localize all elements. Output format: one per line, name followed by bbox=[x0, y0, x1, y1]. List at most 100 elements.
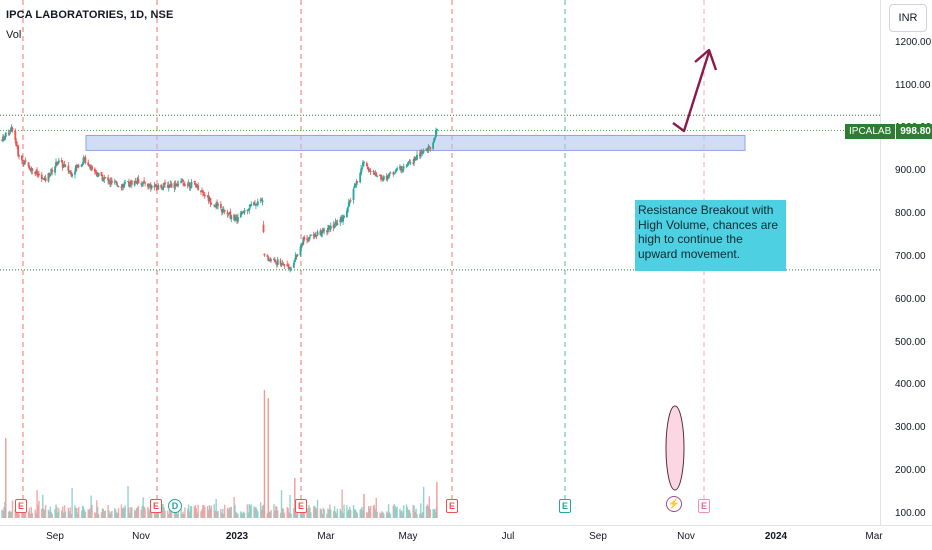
volume-bar bbox=[91, 504, 93, 518]
earnings-marker[interactable]: E bbox=[15, 499, 27, 513]
volume-bar bbox=[282, 508, 285, 518]
volume-bar bbox=[208, 505, 211, 518]
y-tick-label: 900.00 bbox=[895, 165, 926, 177]
price-axis-separator bbox=[880, 0, 881, 525]
volume-bar bbox=[353, 509, 356, 518]
x-tick-label: Nov bbox=[677, 531, 695, 542]
volume-bar bbox=[419, 513, 421, 518]
volume-bar bbox=[207, 509, 210, 518]
volume-bar bbox=[183, 513, 185, 518]
candle-body bbox=[80, 164, 83, 167]
volume-bar bbox=[247, 512, 250, 518]
volume-bar bbox=[295, 513, 298, 518]
candle-body bbox=[190, 182, 193, 188]
currency-button[interactable]: INR bbox=[889, 4, 927, 32]
volume-bar bbox=[279, 512, 282, 518]
annotation-callout[interactable]: Resistance Breakout with High Volume, ch… bbox=[635, 200, 786, 271]
candle-body bbox=[147, 183, 150, 187]
volume-bar bbox=[352, 505, 355, 518]
candle-body bbox=[239, 213, 242, 218]
candle-body bbox=[393, 173, 396, 175]
volume-bar bbox=[376, 511, 378, 518]
candle-body bbox=[108, 180, 110, 182]
volume-bar bbox=[8, 510, 11, 518]
candle-body bbox=[380, 175, 382, 180]
volume-bar bbox=[38, 501, 40, 518]
volume-bar bbox=[195, 508, 197, 518]
volume-bar bbox=[111, 511, 113, 518]
volume-bar bbox=[255, 506, 257, 518]
volume-bar bbox=[87, 509, 89, 518]
earnings-marker[interactable]: E bbox=[559, 499, 571, 513]
candle-body bbox=[183, 183, 185, 185]
volume-bar bbox=[2, 511, 4, 518]
volume-bar bbox=[403, 505, 405, 518]
candle-body bbox=[262, 224, 265, 232]
candle-body bbox=[149, 184, 152, 189]
earnings-marker[interactable]: E bbox=[150, 499, 162, 513]
volume-bar bbox=[42, 508, 45, 518]
candle-body bbox=[373, 173, 376, 175]
candle-body bbox=[110, 180, 112, 184]
candle-body bbox=[365, 163, 368, 167]
volume-bar bbox=[315, 508, 318, 518]
volume-bar bbox=[257, 511, 259, 518]
volume-bar bbox=[100, 512, 103, 518]
volume-bar bbox=[160, 511, 162, 518]
volume-bar bbox=[80, 510, 83, 518]
volume-bar bbox=[405, 504, 408, 518]
volume-bar bbox=[379, 512, 381, 518]
volume-bar bbox=[129, 512, 131, 518]
candle-body bbox=[341, 217, 344, 222]
candle-body bbox=[267, 256, 270, 261]
breakout-arrow bbox=[672, 51, 711, 133]
volume-spike bbox=[436, 482, 438, 518]
candle-body bbox=[343, 215, 345, 218]
candle-body bbox=[117, 186, 120, 188]
volume-bar bbox=[206, 506, 209, 518]
candle-body bbox=[150, 185, 153, 189]
candle-body bbox=[128, 181, 130, 187]
candle-body bbox=[335, 221, 338, 226]
candle-body bbox=[88, 165, 91, 167]
flash-icon[interactable]: ⚡ bbox=[666, 496, 682, 512]
earnings-marker[interactable]: E bbox=[698, 499, 710, 513]
candle-body bbox=[31, 168, 34, 171]
candle-body bbox=[308, 237, 310, 240]
candle-body bbox=[270, 259, 272, 261]
candle-body bbox=[433, 138, 435, 143]
volume-bar bbox=[161, 504, 163, 518]
volume-bar bbox=[67, 507, 70, 518]
volume-bar bbox=[54, 509, 56, 518]
volume-bar bbox=[180, 508, 182, 518]
volume-bar bbox=[435, 512, 437, 518]
candle-body bbox=[421, 151, 424, 153]
volume-bar bbox=[308, 504, 310, 518]
dividend-marker[interactable]: D bbox=[168, 499, 182, 513]
candle-body bbox=[349, 200, 352, 202]
volume-bar bbox=[94, 512, 96, 518]
volume-bar bbox=[380, 513, 382, 518]
candle-body bbox=[188, 182, 191, 187]
candle-body bbox=[253, 202, 255, 206]
volume-bar bbox=[268, 512, 270, 518]
candle-body bbox=[17, 145, 20, 156]
candle-body bbox=[427, 146, 430, 151]
volume-bar bbox=[210, 505, 213, 518]
volume-bar bbox=[246, 504, 249, 518]
candle-body bbox=[143, 180, 146, 183]
candle-body bbox=[161, 188, 164, 190]
candle-body bbox=[121, 184, 124, 188]
volume-bar bbox=[314, 507, 317, 518]
volume-bar bbox=[78, 506, 80, 518]
y-tick-label: 500.00 bbox=[895, 336, 926, 348]
candle-body bbox=[87, 162, 90, 166]
volume-bar bbox=[381, 511, 383, 518]
earnings-marker[interactable]: E bbox=[295, 499, 307, 513]
candle-body bbox=[156, 187, 159, 189]
volume-bar bbox=[396, 506, 398, 518]
earnings-marker[interactable]: E bbox=[446, 499, 458, 513]
volume-bar bbox=[434, 508, 436, 518]
